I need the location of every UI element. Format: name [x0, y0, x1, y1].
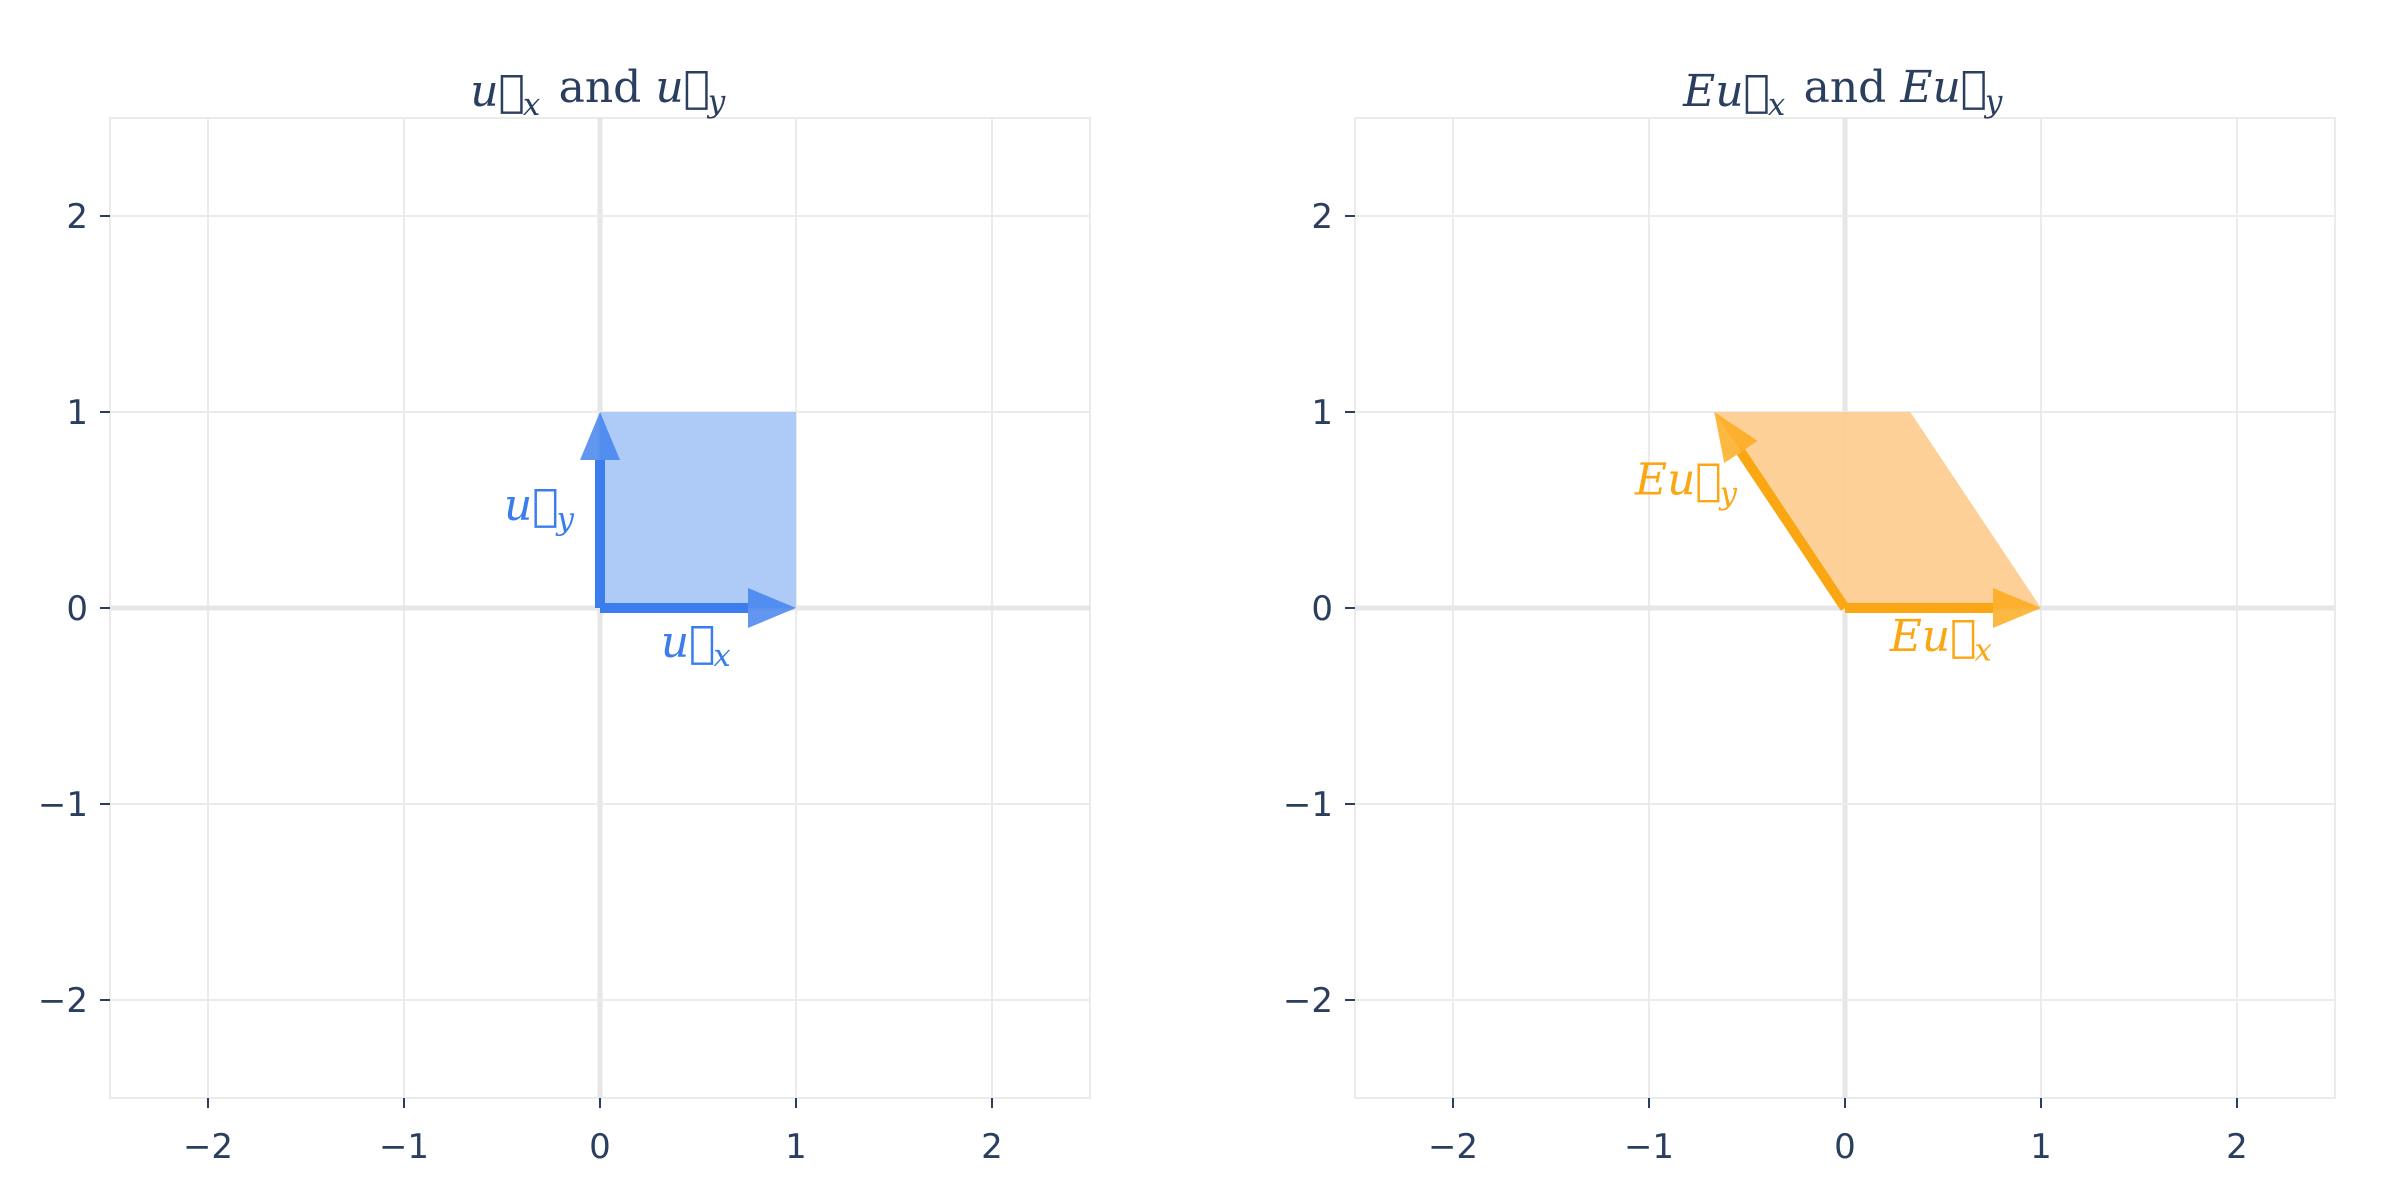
- x-tick-label: −2: [183, 1127, 233, 1167]
- vector-arrowhead-Eux: [1993, 588, 2041, 628]
- x-tick-label: 2: [2226, 1127, 2248, 1167]
- panel-right-transformed-vectors: −2 −1 0 1 2 −2 −1 0 1 2 Eu⃗x Eu⃗y Eu⃗x and Eu⃗y: [1283, 58, 2336, 1167]
- x-tick-label: 0: [1834, 1127, 1856, 1167]
- y-tick-label: −1: [38, 785, 88, 825]
- vector-label-Eux: Eu⃗x: [1889, 607, 1996, 668]
- vector-arrowhead-Euy: [1714, 412, 1758, 464]
- y-tick-label: 1: [1311, 393, 1333, 433]
- chart-title: Eu⃗x and Eu⃗y: [1682, 58, 2007, 123]
- y-tick-label: 0: [66, 589, 88, 629]
- transformed-area-polygon: [600, 412, 796, 608]
- vector-arrowhead-ux: [748, 588, 796, 628]
- vector-shaft-Euy: [1736, 449, 1850, 611]
- vector-label-Euy: Eu⃗y: [1634, 450, 1741, 511]
- x-tick-label: 0: [589, 1127, 611, 1167]
- vector-label-ux: u⃗x: [661, 613, 735, 674]
- x-tick-label: 1: [2030, 1127, 2052, 1167]
- y-tick-label: 2: [66, 197, 88, 237]
- x-tick-label: −1: [1624, 1127, 1674, 1167]
- y-tick-label: 0: [1311, 589, 1333, 629]
- y-tick-label: 1: [66, 393, 88, 433]
- x-tick-label: −2: [1428, 1127, 1478, 1167]
- vector-label-uy: u⃗y: [504, 476, 578, 537]
- y-tick-label: −1: [1283, 785, 1333, 825]
- y-tick-label: −2: [38, 981, 88, 1021]
- x-tick-label: 2: [981, 1127, 1003, 1167]
- x-tick-label: −1: [379, 1127, 429, 1167]
- y-tick-label: −2: [1283, 981, 1333, 1021]
- vector-arrowhead-uy: [580, 412, 620, 460]
- transformed-area-polygon: [1714, 412, 2041, 608]
- y-tick-label: 2: [1311, 197, 1333, 237]
- panel-left-unit-vectors: −2 −1 0 1 2 −2 −1 0 1 2 u⃗x u⃗y u⃗x and u⃗y: [38, 58, 1091, 1167]
- chart-title: u⃗x and u⃗y: [470, 58, 729, 123]
- x-tick-label: 1: [785, 1127, 807, 1167]
